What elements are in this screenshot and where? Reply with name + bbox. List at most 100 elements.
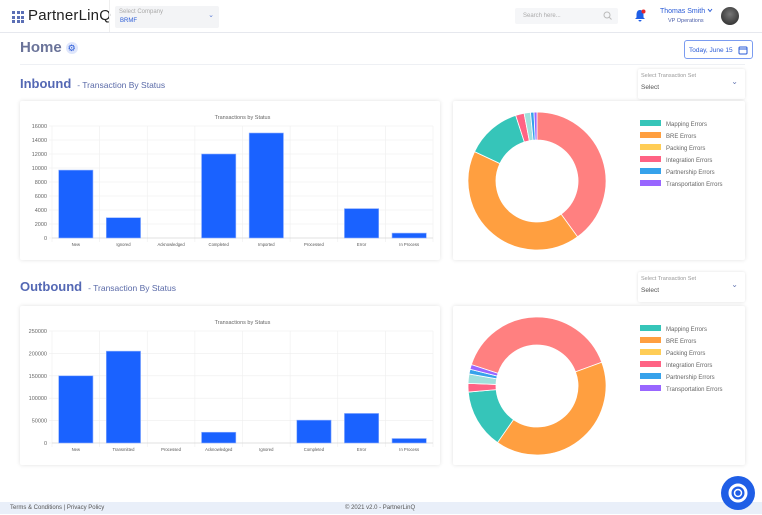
x-tick-label: Completed [209, 242, 230, 247]
legend-label: Transportation Errors [666, 387, 722, 393]
select-label: Select Transaction Set [641, 276, 697, 282]
user-menu[interactable]: Thomas Smith [660, 8, 713, 15]
x-tick-label: Error [357, 447, 367, 452]
bar [391, 438, 427, 444]
page-header: Home ⚙ [20, 39, 78, 56]
legend-label: Partnership Errors [666, 375, 715, 381]
y-tick-label: 16000 [32, 124, 47, 130]
x-tick-label: In Process [399, 242, 419, 247]
y-tick-label: 8000 [35, 180, 47, 186]
inbound-donut-chart: Mapping Errors BRE Errors Packing Errors In… [467, 111, 722, 251]
legend-swatch [640, 349, 661, 355]
y-tick-label: 100000 [29, 396, 47, 402]
y-tick-label: 14000 [32, 138, 47, 144]
legend-label: Mapping Errors [666, 327, 707, 333]
legend-swatch [640, 361, 661, 367]
y-tick-label: 50000 [32, 419, 47, 425]
x-tick-label: New [72, 242, 81, 247]
avatar[interactable] [721, 7, 739, 25]
bar [201, 153, 237, 239]
y-tick-label: 6000 [35, 194, 47, 200]
divider [20, 64, 745, 65]
donut-slice [533, 111, 538, 141]
search-placeholder: Search here... [523, 13, 561, 19]
footer-links[interactable]: Terms & Conditions | Privacy Policy [10, 505, 105, 511]
legend-label: Partnership Errors [666, 170, 715, 176]
x-tick-label: Completed [304, 447, 325, 452]
copyright: © 2021 v2.0 - PartnerLinQ [345, 505, 416, 511]
logo-text: PartnerLinQ [28, 7, 112, 24]
bar [296, 419, 332, 444]
date-picker-button[interactable]: Today, June 15 [684, 40, 753, 59]
inbound-header: Inbound - Transaction By Status [20, 76, 165, 91]
legend-swatch [640, 132, 661, 138]
legend-label: Integration Errors [666, 363, 712, 369]
bar [105, 217, 141, 239]
legend-swatch [640, 144, 661, 150]
legend-swatch [640, 385, 661, 391]
x-tick-label: In Process [399, 447, 419, 452]
x-tick-label: Ignored [116, 242, 131, 247]
search-input[interactable]: Search here... [515, 8, 618, 24]
bar [391, 232, 427, 239]
user-name[interactable]: Thomas Smith [660, 8, 706, 15]
chevron-down-icon[interactable] [707, 8, 713, 13]
gear-icon[interactable]: ⚙ [65, 41, 78, 54]
inbound-title: Inbound [20, 76, 72, 91]
bar [344, 413, 380, 444]
y-tick-label: 0 [44, 236, 47, 242]
legend-label: BRE Errors [666, 134, 696, 140]
y-tick-label: 10000 [32, 166, 47, 172]
inbound-transaction-set-select[interactable]: Select Transaction Set Select ⌄ [638, 69, 745, 99]
x-tick-label: Error [357, 242, 367, 247]
logo[interactable]: PartnerLinQ [8, 4, 112, 30]
divider [109, 0, 110, 32]
top-header: PartnerLinQ Select Company BRMF ⌄ Search… [0, 0, 762, 33]
x-tick-label: Ignored [259, 447, 274, 452]
company-select-value: BRMF [120, 18, 137, 24]
notification-bell-icon[interactable] [634, 9, 646, 22]
donut-slice [496, 361, 607, 456]
bar [201, 431, 237, 444]
chevron-down-icon: ⌄ [731, 77, 738, 86]
legend-swatch [640, 373, 661, 379]
y-tick-label: 200000 [29, 351, 47, 357]
y-tick-label: 150000 [29, 374, 47, 380]
outbound-header: Outbound - Transaction By Status [20, 279, 176, 294]
bar [344, 208, 380, 239]
inbound-bar-chart: Transactions by Status 0 2000 4000 6000 8000 1… [32, 115, 434, 247]
x-tick-label: Imported [258, 242, 275, 247]
legend-swatch [640, 156, 661, 162]
y-tick-label: 12000 [32, 152, 47, 158]
bar [248, 132, 284, 239]
search-icon [603, 11, 612, 20]
page-title: Home [20, 39, 62, 56]
outbound-bar-chart: Transactions by Status 0 50000 100000 150000… [29, 320, 434, 452]
legend-label: Mapping Errors [666, 122, 707, 128]
outbound-transaction-set-select[interactable]: Select Transaction Set Select ⌄ [638, 272, 745, 302]
outbound-bar-chart-card: Transactions by Status 0 50000 100000 150000… [20, 306, 440, 465]
bar [58, 375, 94, 444]
legend-label: Packing Errors [666, 146, 705, 152]
select-label: Select Transaction Set [641, 73, 697, 79]
legend-swatch [640, 180, 661, 186]
donut-slice [469, 364, 499, 377]
donut-slice [470, 316, 603, 374]
x-tick-label: Transmitted [112, 447, 135, 452]
legend-swatch [640, 120, 661, 126]
outbound-donut-chart: Mapping Errors BRE Errors Packing Errors In… [467, 316, 722, 456]
help-button[interactable] [721, 476, 755, 510]
apps-grid-icon[interactable] [12, 11, 24, 23]
legend-swatch [640, 168, 661, 174]
x-tick-label: Processed [161, 447, 181, 452]
company-select-label: Select Company [119, 9, 164, 15]
outbound-donut-chart-card: Mapping Errors BRE Errors Packing Errors In… [453, 306, 745, 465]
user-role: VP Operations [668, 18, 704, 24]
select-value: Select [641, 287, 660, 294]
chart-title: Transactions by Status [215, 320, 271, 326]
bar [105, 350, 141, 444]
company-select[interactable]: Select Company BRMF ⌄ [115, 6, 219, 28]
x-tick-label: New [72, 447, 81, 452]
donut-slice [467, 151, 579, 251]
y-tick-label: 2000 [35, 222, 47, 228]
